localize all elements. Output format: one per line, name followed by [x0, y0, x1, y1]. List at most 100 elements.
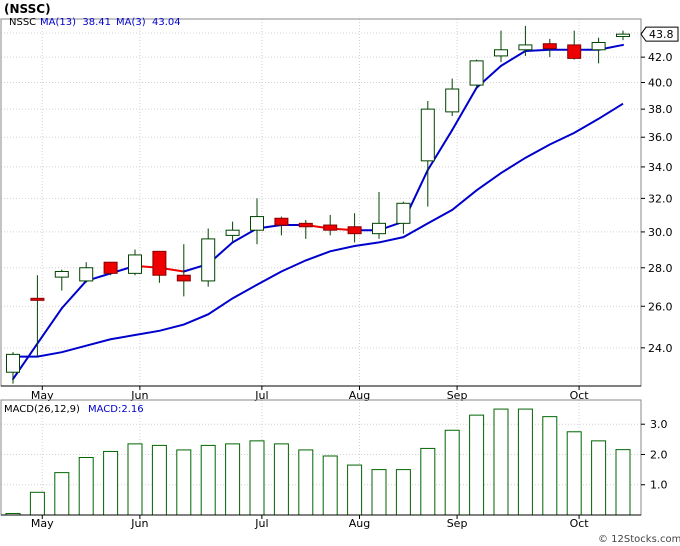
macd-axis-ticks: 1.0 2.0 3.0 — [641, 418, 668, 492]
price-y-tick-label: 30.0 — [648, 226, 673, 239]
last-price-badge-text: 43.8 — [649, 28, 674, 41]
macd-bar — [444, 429, 460, 516]
price-x-label: Jul — [254, 389, 268, 402]
legend-ma13: MA(13) 38.41 — [40, 17, 111, 28]
macd-bar — [176, 449, 192, 516]
candle-body — [298, 222, 313, 228]
macd-bar — [615, 449, 631, 516]
ma3-line-segment — [60, 279, 88, 310]
candle — [616, 30, 630, 41]
macd-bar — [566, 431, 582, 516]
candle-body — [201, 238, 216, 282]
price-x-label: Jun — [130, 389, 148, 402]
candle — [494, 30, 508, 63]
macd-x-axis-labels: May Jun Jul Aug Sep Oct — [31, 515, 589, 530]
candle — [103, 261, 118, 276]
candle — [469, 59, 484, 88]
ticker-title: (NSSC) — [4, 2, 51, 16]
candle-body — [6, 353, 20, 373]
price-grid — [1, 19, 641, 386]
ma3-line-segment — [12, 342, 39, 381]
candle-body — [542, 43, 557, 50]
candle — [250, 198, 264, 245]
candle-body — [445, 88, 460, 113]
candle — [591, 37, 606, 64]
ma3-line-segment — [500, 49, 527, 67]
macd-label: MACD(26,12,9) — [4, 404, 80, 415]
candle — [518, 25, 533, 56]
price-y-tick-label: 40.0 — [648, 76, 673, 89]
macd-bar — [469, 414, 485, 516]
candle-body — [372, 222, 386, 235]
price-candles — [6, 25, 630, 384]
macd-x-label: Oct — [570, 517, 590, 530]
candle-body — [274, 217, 289, 226]
candle-body — [225, 229, 240, 236]
ma3-line-segment — [524, 48, 551, 52]
candle-body — [250, 216, 264, 231]
price-y-tick-label: 24.0 — [648, 342, 673, 355]
candle-body — [152, 250, 167, 276]
candle-body — [518, 44, 533, 51]
candle — [274, 216, 289, 236]
macd-bar — [78, 457, 94, 516]
candle-body — [128, 254, 142, 274]
candle — [79, 262, 94, 283]
legend-ma3: MA(3) 43.04 — [116, 17, 181, 28]
candle-body — [396, 202, 411, 224]
candle — [542, 38, 557, 58]
candle-body — [591, 42, 606, 51]
macd-bar — [420, 447, 436, 516]
price-y-tick-label: 38.0 — [648, 103, 673, 116]
macd-x-label: Aug — [349, 517, 370, 530]
candle-body — [103, 261, 118, 274]
macd-bars — [5, 408, 631, 516]
price-axis-ticks: 24.0 26.0 28.0 30.0 32.0 34.0 36.0 38.0 40.0 42.0… — [641, 27, 673, 355]
macd-x-label: Jul — [254, 517, 268, 530]
legend-ticker: NSSC — [9, 17, 36, 28]
macd-bar — [54, 472, 70, 516]
macd-bar — [322, 455, 338, 516]
macd-x-label: May — [31, 517, 54, 530]
candle — [176, 244, 191, 297]
watermark: © 12Stocks.com — [598, 534, 680, 545]
macd-y-tick-label: 1.0 — [650, 479, 668, 492]
candle-body — [616, 33, 630, 38]
price-y-tick-label: 42.0 — [648, 51, 673, 64]
candle — [298, 219, 313, 239]
macd-bar — [151, 444, 167, 516]
macd-bar — [103, 450, 119, 516]
price-x-axis-labels: May Jun Jul Aug Sep Oct — [31, 386, 589, 402]
candle — [6, 352, 20, 384]
price-x-label: May — [31, 389, 54, 402]
candle-body — [176, 274, 191, 282]
price-y-tick-label: 36.0 — [648, 131, 673, 144]
macd-bar — [273, 443, 289, 516]
macd-bar — [591, 440, 607, 516]
macd-bar — [225, 443, 241, 516]
price-x-label: Aug — [349, 389, 370, 402]
price-y-tick-label: 32.0 — [648, 192, 673, 205]
ma3-line-segment — [231, 227, 258, 244]
candle-body — [469, 60, 484, 86]
candle — [54, 269, 69, 291]
macd-value: MACD:2.16 — [88, 404, 144, 415]
candle-body — [79, 267, 94, 282]
macd-bar — [493, 408, 509, 516]
macd-bar — [347, 464, 363, 516]
candle-body — [567, 44, 582, 59]
candle — [225, 221, 240, 243]
candle — [152, 250, 167, 283]
last-price-badge-box — [640, 26, 679, 42]
price-x-label: Oct — [570, 389, 590, 402]
macd-x-label: Sep — [447, 517, 468, 530]
price-y-tick-label: 34.0 — [648, 161, 673, 174]
candle-body — [494, 49, 508, 57]
candle-body — [30, 297, 45, 301]
ma3-line-segment — [426, 129, 454, 171]
price-y-tick-label: 26.0 — [648, 300, 673, 313]
ma13-line — [13, 102, 624, 358]
macd-bar — [249, 440, 265, 516]
macd-x-label: Jun — [130, 517, 148, 530]
